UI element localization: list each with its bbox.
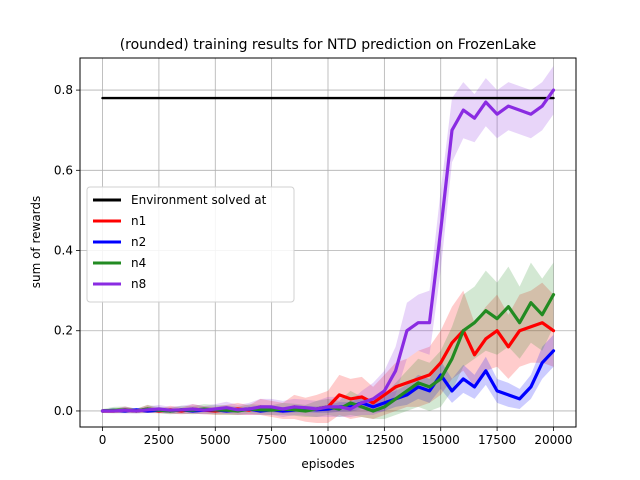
x-tick-label: 12500 <box>365 433 403 447</box>
band-n2 <box>102 334 554 414</box>
band-n8 <box>102 66 554 417</box>
y-axis-label: sum of rewards <box>29 196 43 289</box>
y-axis-ticks: 0.0 0.2 0.4 0.6 0.8 <box>54 83 80 418</box>
legend: Environment solved at n1 n2 n4 n8 <box>86 186 295 303</box>
x-tick-label: 17500 <box>478 433 516 447</box>
legend-label: n1 <box>131 214 146 228</box>
x-axis-ticks: 0 2500 5000 7500 10000 12500 15000 17500 20000 <box>99 427 573 447</box>
band-n1 <box>102 282 554 423</box>
series-lines <box>100 88 556 413</box>
chart-title: (rounded) training results for NTD predi… <box>120 37 537 53</box>
legend-label: n2 <box>131 235 146 249</box>
legend-label: n4 <box>131 256 146 270</box>
x-axis-label: episodes <box>301 457 354 471</box>
legend-box <box>86 186 295 303</box>
x-tick-label: 5000 <box>200 433 231 447</box>
y-tick-label: 0.8 <box>54 83 73 97</box>
x-tick-label: 7500 <box>256 433 287 447</box>
plot-area <box>79 57 577 428</box>
legend-label: n8 <box>131 277 146 291</box>
legend-label: Environment solved at <box>131 193 267 207</box>
y-tick-label: 0.2 <box>54 324 73 338</box>
x-tick-label: 2500 <box>144 433 175 447</box>
x-tick-label: 0 <box>99 433 107 447</box>
y-tick-label: 0.6 <box>54 163 73 177</box>
x-tick-label: 10000 <box>309 433 347 447</box>
y-tick-label: 0.0 <box>54 404 73 418</box>
series-line-n8 <box>100 88 556 413</box>
x-tick-label: 20000 <box>534 433 572 447</box>
y-tick-label: 0.4 <box>54 244 73 258</box>
x-tick-label: 15000 <box>422 433 460 447</box>
